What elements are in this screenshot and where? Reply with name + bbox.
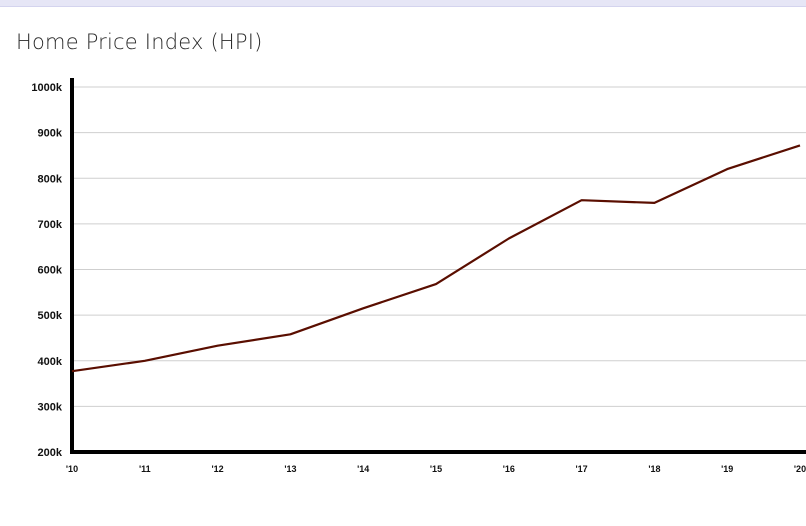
x-tick-label: '20 xyxy=(794,464,806,474)
x-tick-label: '10 xyxy=(66,464,78,474)
x-tick-label: '19 xyxy=(721,464,733,474)
x-axis-ticks: '10 '11 '12 '13 '14 '15 '16 '17 '18 '19 '20 xyxy=(66,464,806,474)
y-tick-label: 300k xyxy=(38,401,63,413)
x-tick-label: '18 xyxy=(648,464,660,474)
y-tick-label: 700k xyxy=(38,219,63,231)
x-tick-label: '11 xyxy=(139,464,151,474)
y-tick-label: 600k xyxy=(38,265,63,277)
x-tick-label: '12 xyxy=(212,464,224,474)
y-tick-label: 1000k xyxy=(31,82,62,94)
chart-title: Home Price Index (HPI) xyxy=(16,30,263,54)
y-tick-label: 800k xyxy=(38,173,63,185)
grid-lines xyxy=(72,86,806,407)
y-axis-ticks: 200k 300k 400k 500k 600k 700k 800k 900k 1000k xyxy=(31,82,62,459)
x-tick-label: '16 xyxy=(503,464,515,474)
axes xyxy=(70,78,806,454)
y-tick-label: 400k xyxy=(38,356,63,368)
x-tick-label: '15 xyxy=(430,464,442,474)
y-tick-label: 900k xyxy=(38,128,63,140)
series-line-0 xyxy=(71,144,801,373)
x-tick-label: '13 xyxy=(284,464,296,474)
y-tick-label: 500k xyxy=(38,310,63,322)
x-tick-label: '17 xyxy=(576,464,588,474)
x-tick-label: '14 xyxy=(357,464,369,474)
series-layer xyxy=(71,144,801,373)
y-tick-label: 200k xyxy=(38,447,63,459)
top-border xyxy=(0,0,806,7)
